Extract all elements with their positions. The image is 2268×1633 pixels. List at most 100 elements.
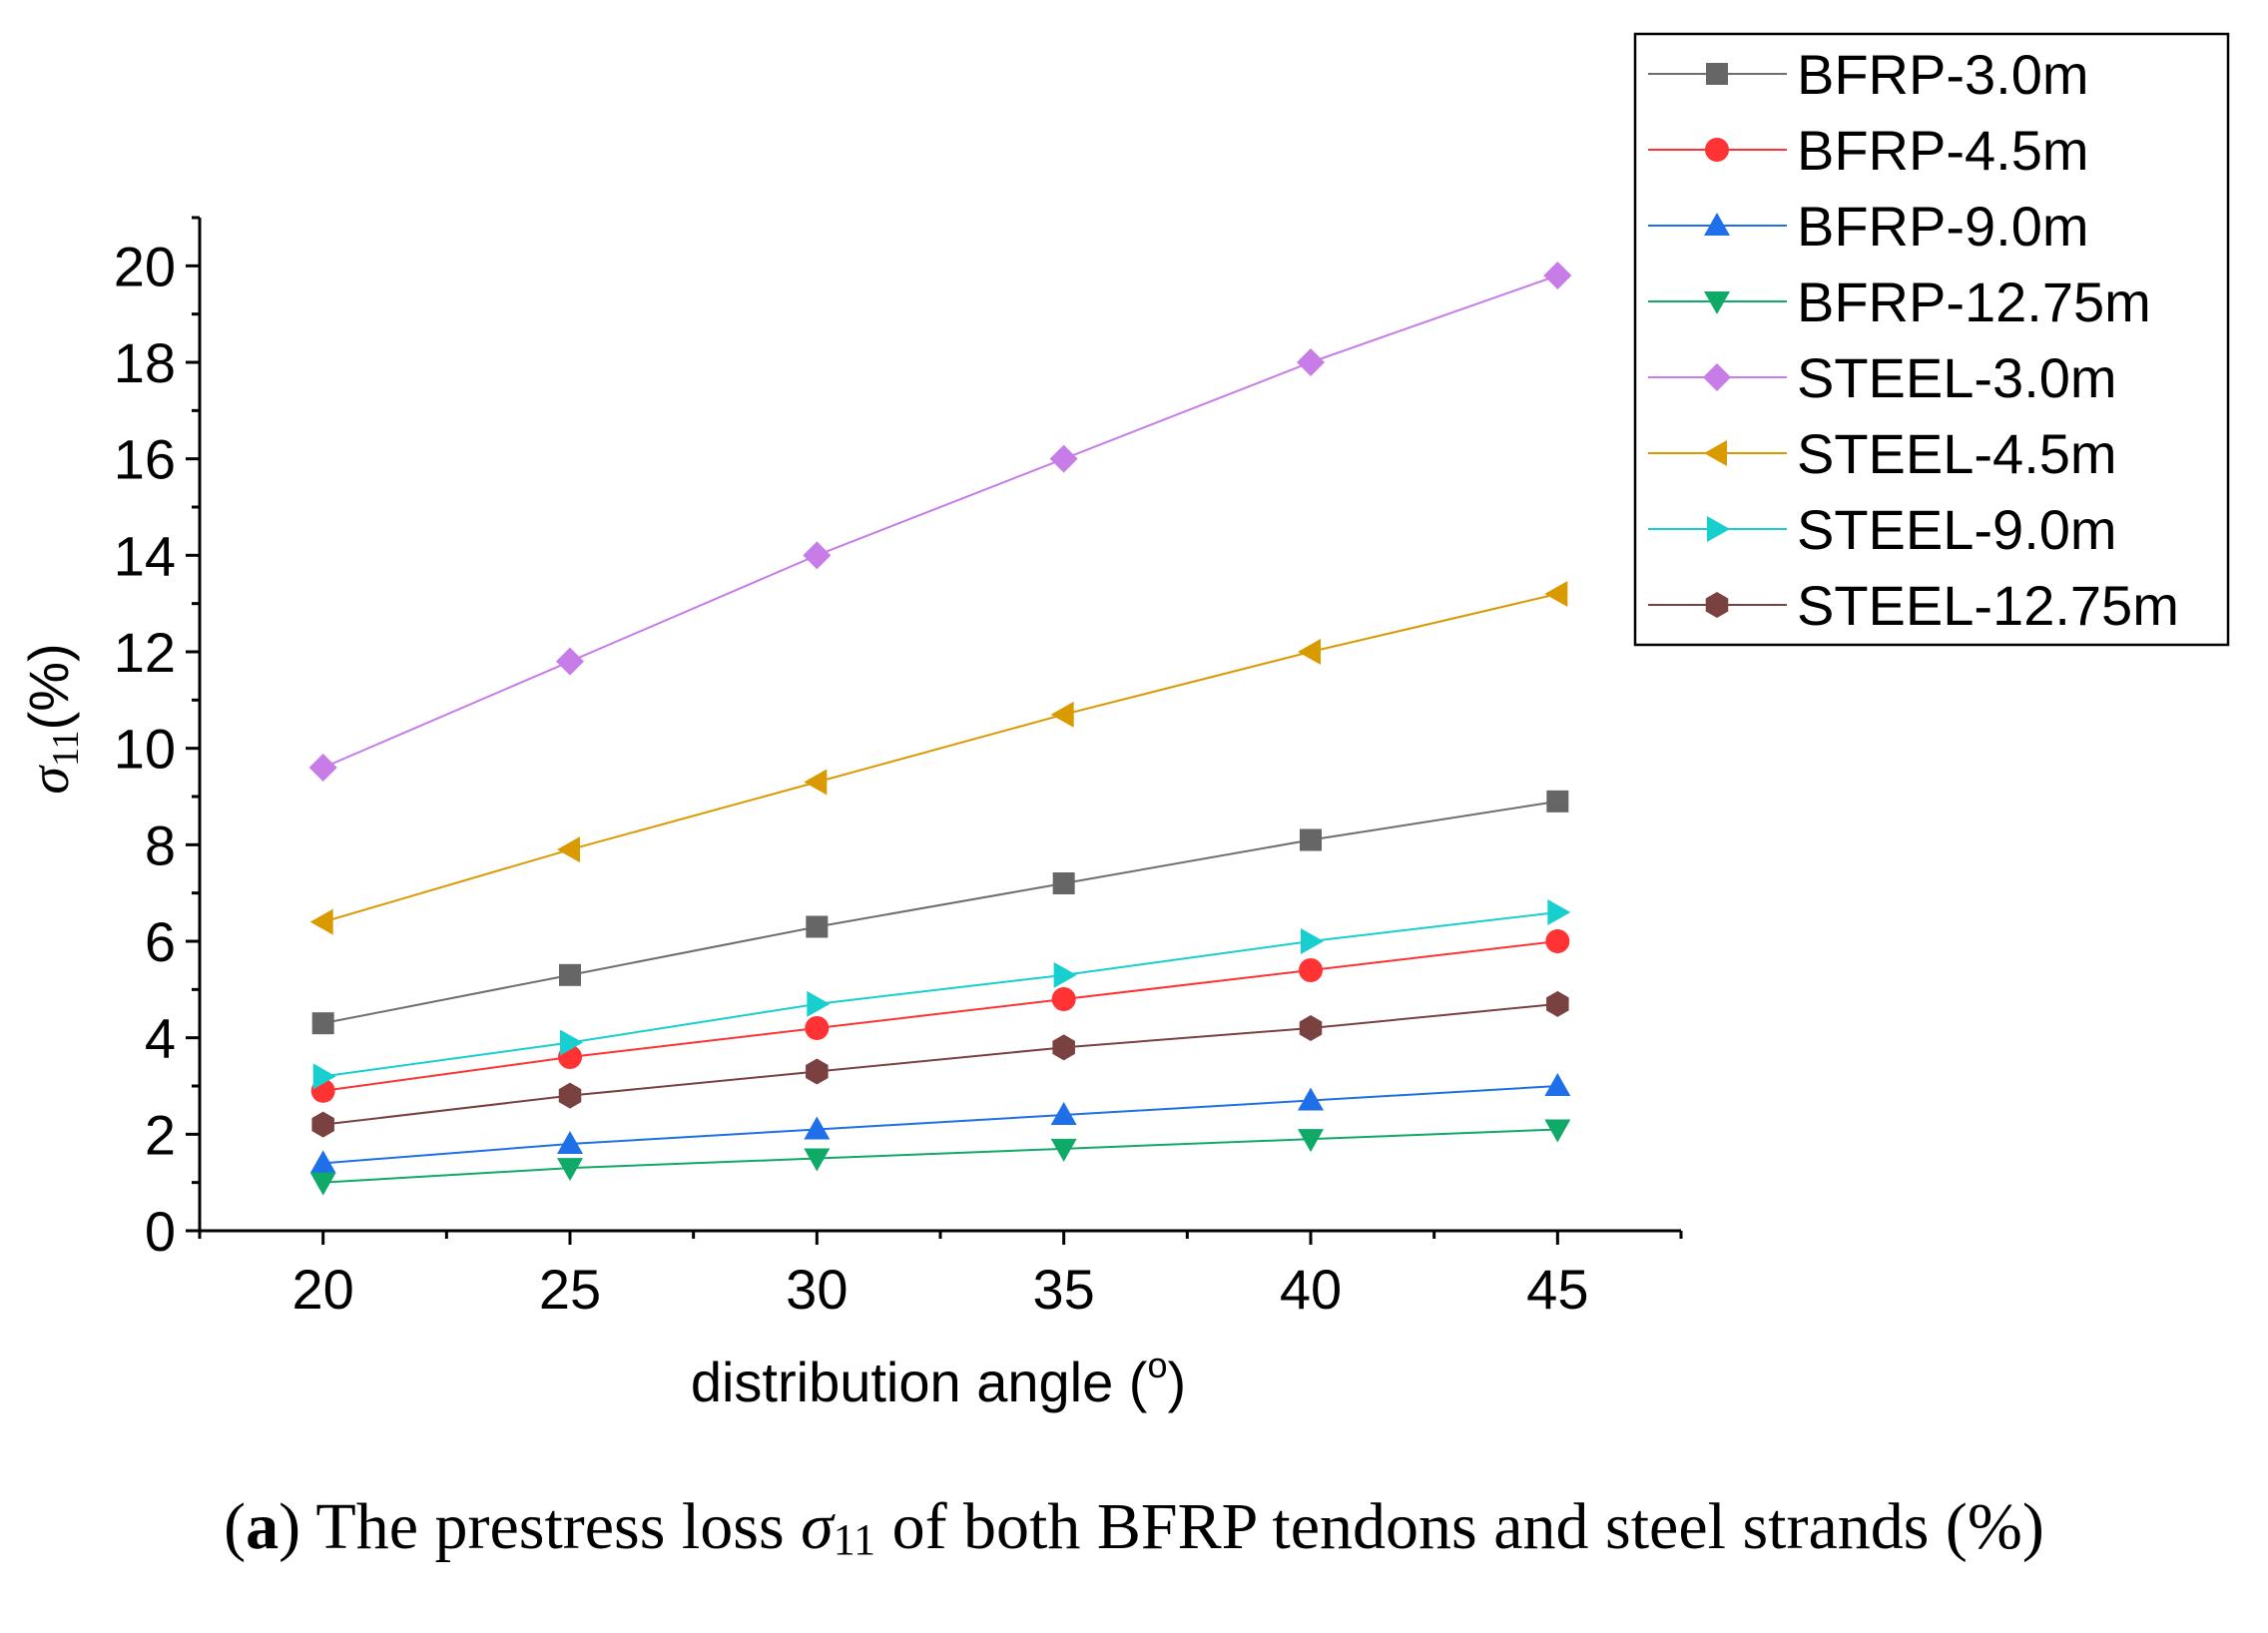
data-point [309, 1172, 336, 1196]
data-point [1053, 961, 1077, 988]
series-line [322, 1085, 1558, 1165]
series-line [322, 1128, 1558, 1184]
data-point [1546, 990, 1569, 1017]
data-point [1298, 639, 1321, 665]
y-tick-label: 4 [145, 1007, 176, 1070]
y-tick-label: 0 [145, 1200, 176, 1263]
legend-label: BFRP-12.75m [1797, 271, 2151, 333]
data-point [312, 1063, 336, 1090]
y-tick-label: 2 [145, 1103, 176, 1166]
legend-marker [1705, 138, 1729, 162]
data-point [1544, 581, 1568, 607]
data-point [804, 1116, 831, 1140]
data-point [559, 963, 581, 986]
data-point [311, 1012, 334, 1035]
data-point [1052, 872, 1075, 894]
data-point [557, 1158, 583, 1182]
data-point [1545, 929, 1570, 953]
data-point [1298, 1129, 1324, 1153]
caption-text-after: of both BFRP tendons and steel strands (… [875, 1490, 2044, 1563]
legend-label: STEEL-3.0m [1797, 346, 2117, 409]
data-point [1544, 1073, 1571, 1096]
y-axis-label: σ11(%) [17, 643, 87, 794]
data-point [556, 647, 584, 676]
data-point [1543, 262, 1572, 289]
data-point [557, 836, 580, 863]
data-point [1546, 790, 1569, 813]
figure-caption: (a) The prestress loss σ11 of both BFRP … [224, 1490, 2044, 1564]
legend: BFRP-3.0m BFRP-4.5m BFRP-9.0m BFRP-12.75m ST… [1633, 32, 2230, 647]
caption-label: a [246, 1490, 279, 1563]
data-point [1050, 701, 1074, 728]
y-tick-label: 10 [114, 718, 176, 781]
y-tick-label: 12 [114, 621, 176, 684]
legend-label: STEEL-12.75m [1797, 574, 2179, 637]
legend-marker [1705, 592, 1729, 618]
x-tick-label: 25 [539, 1258, 601, 1321]
caption-open-paren: ( [224, 1490, 246, 1563]
data-point [1297, 348, 1325, 376]
data-point [308, 754, 337, 782]
y-tick-label: 14 [114, 524, 176, 587]
data-point [557, 1131, 583, 1154]
data-point [1050, 1138, 1077, 1162]
caption-close-paren: ) [279, 1490, 300, 1563]
y-tick-label: 8 [145, 814, 176, 876]
legend-marker [1704, 213, 1730, 236]
data-point [804, 769, 828, 796]
y-axis-label-subscript: 11 [45, 730, 87, 767]
data-point [806, 1058, 829, 1085]
data-point [311, 1111, 334, 1138]
data-point [558, 1082, 582, 1109]
data-point [1051, 987, 1076, 1011]
data-point [1050, 1102, 1077, 1125]
series-line [322, 1002, 1558, 1126]
series-lines [322, 274, 1558, 1184]
x-tick-label: 30 [786, 1258, 848, 1321]
x-tick-label: 45 [1526, 1258, 1588, 1321]
data-point [1049, 444, 1078, 473]
legend-label: STEEL-9.0m [1797, 498, 2117, 561]
legend-label: BFRP-4.5m [1797, 119, 2089, 182]
y-tick-label: 16 [114, 428, 176, 491]
data-point [1299, 1015, 1323, 1041]
data-point [806, 915, 829, 938]
data-point [803, 541, 832, 570]
legend-marker [1707, 516, 1730, 542]
y-tick-label: 18 [114, 331, 176, 394]
x-axis-label-degree: o [1147, 1345, 1167, 1385]
y-axis-label-symbol: σ [19, 765, 81, 795]
legend-box [1633, 32, 2230, 647]
legend-marker [1703, 363, 1731, 391]
data-point [804, 1148, 831, 1172]
data-point [1299, 958, 1323, 982]
data-point [1544, 1119, 1571, 1143]
data-point [1301, 928, 1324, 954]
data-point [1547, 899, 1571, 925]
x-tick-label: 20 [292, 1258, 354, 1321]
data-point [309, 1150, 336, 1174]
legend-label: STEEL-4.5m [1797, 422, 2117, 485]
data-point [1052, 1034, 1075, 1061]
series-line [322, 593, 1558, 923]
legend-marker [1706, 63, 1728, 85]
series-line [322, 800, 1558, 1025]
legend-label: BFRP-3.0m [1797, 43, 2089, 106]
x-axis-label-close: ) [1167, 1351, 1186, 1413]
axes: 0 2 4 6 8 10 12 14 16 18 20 20 25 30 35 40 45 [114, 216, 1683, 1321]
x-axis-label-text: distribution angle ( [691, 1351, 1148, 1413]
y-axis-label-unit: (%) [17, 643, 80, 730]
legend-marker [1704, 440, 1727, 466]
legend-marker [1704, 291, 1730, 314]
series-markers [308, 262, 1572, 1196]
y-tick-label: 6 [145, 910, 176, 973]
y-tick-label: 20 [114, 235, 176, 297]
series-line [322, 911, 1558, 1078]
caption-subscript: 11 [834, 1515, 875, 1564]
data-point [805, 1016, 830, 1040]
caption-symbol: σ [801, 1490, 836, 1563]
x-tick-label: 40 [1280, 1258, 1342, 1321]
series-line [322, 940, 1558, 1092]
data-point [1300, 828, 1322, 851]
